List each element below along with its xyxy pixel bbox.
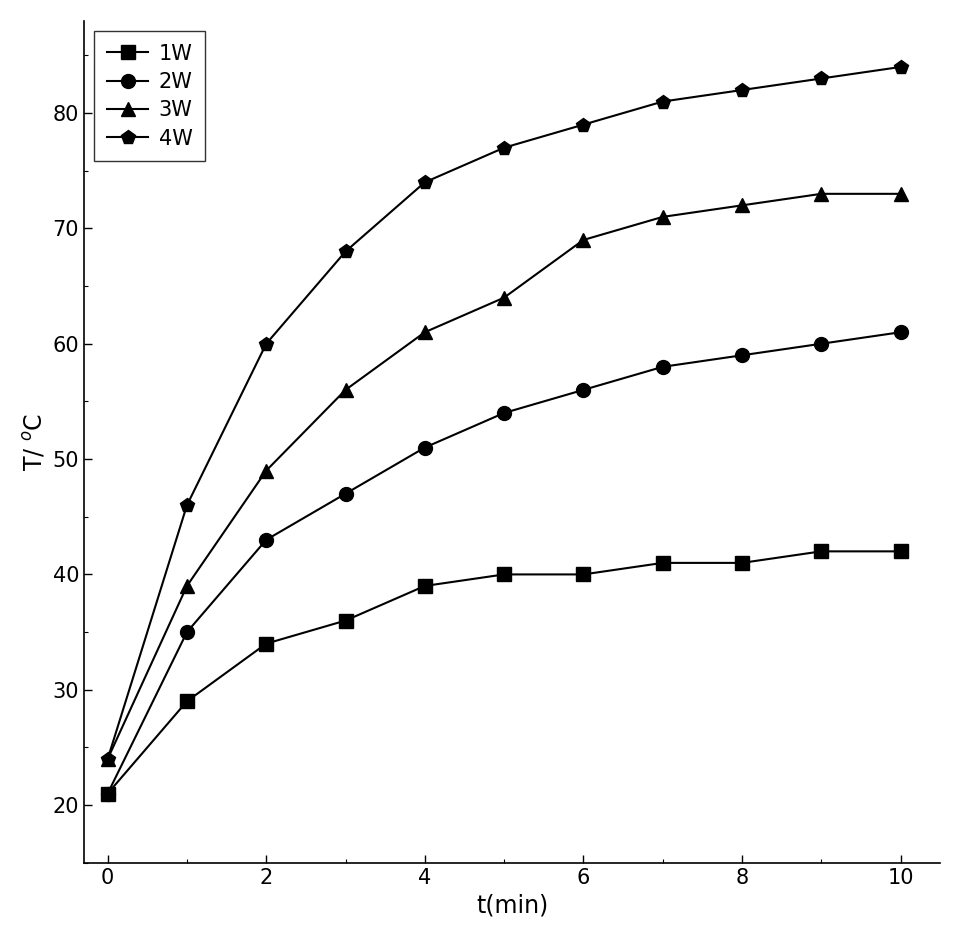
2W <box>340 488 352 499</box>
4W <box>816 73 827 84</box>
1W <box>895 546 906 557</box>
Line: 4W: 4W <box>101 60 907 766</box>
3W <box>816 189 827 200</box>
4W <box>895 61 906 72</box>
3W <box>657 211 669 222</box>
1W <box>816 546 827 557</box>
2W <box>736 350 748 361</box>
3W <box>736 200 748 211</box>
1W <box>182 696 193 707</box>
3W <box>578 234 589 246</box>
2W <box>578 385 589 396</box>
1W <box>340 615 352 627</box>
Line: 2W: 2W <box>101 325 907 800</box>
2W <box>895 326 906 338</box>
3W <box>895 189 906 200</box>
1W <box>260 638 272 649</box>
2W <box>260 535 272 546</box>
1W <box>499 568 510 580</box>
2W <box>499 407 510 418</box>
3W <box>260 465 272 477</box>
2W <box>182 627 193 638</box>
3W <box>340 385 352 396</box>
2W <box>419 442 431 453</box>
4W <box>419 176 431 188</box>
3W <box>182 581 193 592</box>
Line: 1W: 1W <box>101 544 907 800</box>
4W <box>736 84 748 96</box>
3W <box>419 326 431 338</box>
1W <box>578 568 589 580</box>
1W <box>657 557 669 568</box>
4W <box>578 119 589 130</box>
1W <box>736 557 748 568</box>
Legend: 1W, 2W, 3W, 4W: 1W, 2W, 3W, 4W <box>94 31 206 161</box>
2W <box>816 338 827 349</box>
Line: 3W: 3W <box>101 187 907 766</box>
X-axis label: t(min): t(min) <box>476 893 548 917</box>
4W <box>499 142 510 153</box>
2W <box>102 788 113 799</box>
3W <box>102 753 113 764</box>
2W <box>657 361 669 372</box>
Y-axis label: T/ $^o$C: T/ $^o$C <box>21 413 47 471</box>
4W <box>102 753 113 764</box>
4W <box>260 338 272 349</box>
1W <box>419 581 431 592</box>
3W <box>499 292 510 303</box>
4W <box>340 246 352 257</box>
4W <box>657 96 669 107</box>
4W <box>182 500 193 511</box>
1W <box>102 788 113 799</box>
